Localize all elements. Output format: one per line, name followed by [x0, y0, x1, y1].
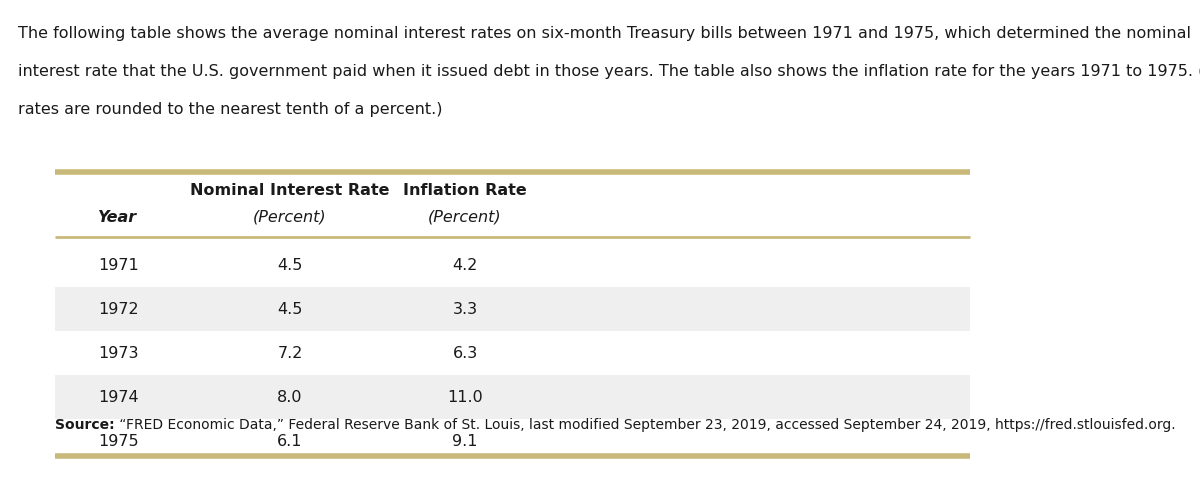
Text: Nominal Interest Rate: Nominal Interest Rate	[191, 183, 390, 198]
Text: The following table shows the average nominal interest rates on six-month Treasu: The following table shows the average no…	[18, 26, 1190, 41]
Text: 4.5: 4.5	[277, 301, 302, 317]
Text: 3.3: 3.3	[452, 301, 478, 317]
Text: “FRED Economic Data,” Federal Reserve Bank of St. Louis, last modified September: “FRED Economic Data,” Federal Reserve Ba…	[115, 418, 1175, 432]
Text: 9.1: 9.1	[452, 433, 478, 448]
Text: 11.0: 11.0	[448, 389, 482, 404]
Text: 8.0: 8.0	[277, 389, 302, 404]
Text: 1973: 1973	[98, 345, 138, 361]
Text: 1972: 1972	[98, 301, 139, 317]
Text: Inflation Rate: Inflation Rate	[403, 183, 527, 198]
Text: Year: Year	[98, 210, 137, 225]
Bar	[55, 375, 970, 419]
Text: interest rate that the U.S. government paid when it issued debt in those years. : interest rate that the U.S. government p…	[18, 64, 1200, 79]
Text: (Percent): (Percent)	[428, 210, 502, 225]
Text: 4.5: 4.5	[277, 258, 302, 273]
Text: 6.3: 6.3	[452, 345, 478, 361]
Bar	[55, 287, 970, 331]
Text: Source:: Source:	[55, 418, 115, 432]
Text: 1974: 1974	[98, 389, 139, 404]
Text: 1971: 1971	[98, 258, 139, 273]
Text: (Percent): (Percent)	[253, 210, 326, 225]
Text: rates are rounded to the nearest tenth of a percent.): rates are rounded to the nearest tenth o…	[18, 102, 443, 117]
Text: 7.2: 7.2	[277, 345, 302, 361]
Text: 6.1: 6.1	[277, 433, 302, 448]
Text: 1975: 1975	[98, 433, 139, 448]
Text: 4.2: 4.2	[452, 258, 478, 273]
